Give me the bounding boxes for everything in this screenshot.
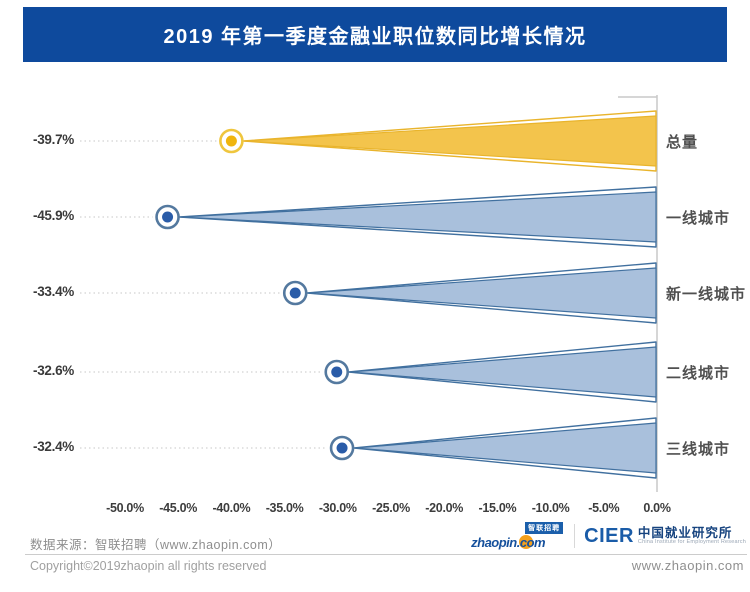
value-label: -32.6% (33, 363, 74, 378)
zhaopin-logo: 智联招聘 zhaopin.com (471, 522, 565, 550)
title-banner: 2019 年第一季度金融业职位数同比增长情况 (23, 7, 727, 62)
website-text: www.zhaopin.com (631, 558, 744, 573)
zhaopin-tag-label: 智联招聘 (525, 522, 564, 534)
axis-tick-label: -45.0% (159, 501, 198, 515)
category-label: 总量 (666, 134, 699, 151)
zhaopin-logo-text: zhaopin.com (471, 535, 546, 550)
logo-separator (574, 524, 576, 548)
axis-tick-label: -20.0% (425, 501, 464, 515)
cier-english-name: China Institute for Employment Research (637, 538, 746, 545)
axis-tick-label: -40.0% (212, 501, 251, 515)
cier-abbr-text: CIER (584, 524, 634, 547)
copyright-text: Copyright©2019zhaopin all rights reserve… (30, 559, 267, 573)
axis-tick-label: 0.0% (643, 501, 671, 515)
category-label: 三线城市 (666, 441, 731, 458)
zhaopin-sun-icon (519, 535, 534, 549)
footer-logos: 智联招聘 zhaopin.com CIER 中国就业研究所 China Inst… (471, 521, 746, 551)
category-label: 新一线城市 (666, 286, 747, 303)
value-label: -32.4% (33, 439, 74, 454)
cier-logo: CIER 中国就业研究所 China Institute for Employm… (584, 525, 746, 548)
value-label: -45.9% (33, 208, 74, 223)
value-label: -39.7% (33, 132, 74, 147)
axis-tick-label: -10.0% (531, 501, 570, 515)
category-label: 一线城市 (666, 210, 731, 227)
axis-tick-label: -30.0% (318, 501, 357, 515)
category-label: 二线城市 (666, 365, 731, 382)
data-source-text: 数据来源：智联招聘（www.zhaopin.com） (30, 538, 282, 552)
page-title: 2019 年第一季度金融业职位数同比增长情况 (163, 26, 587, 48)
axis-tick-label: -35.0% (265, 501, 304, 515)
cier-chinese-name: 中国就业研究所 (637, 525, 733, 540)
axis-tick-label: -15.0% (478, 501, 517, 515)
footer-divider (25, 554, 747, 555)
axis-tick-label: -50.0% (106, 501, 144, 515)
value-label: -33.4% (33, 284, 74, 299)
axis-tick-label: -25.0% (372, 501, 410, 515)
axis-tick-label: -5.0% (588, 501, 620, 515)
